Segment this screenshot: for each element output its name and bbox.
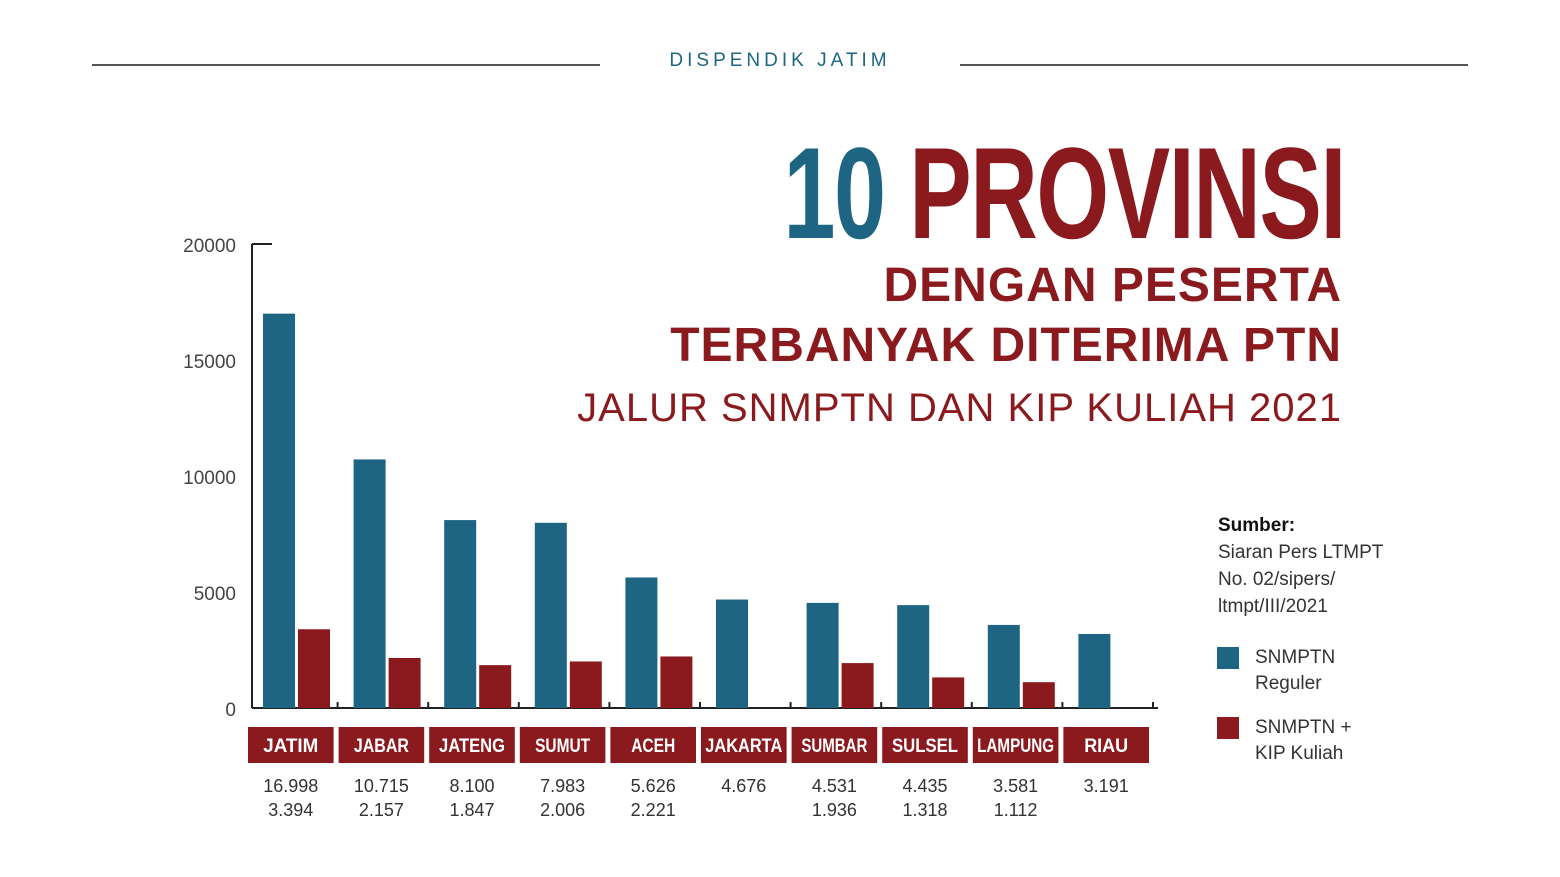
source-label: Sumber: [1218, 515, 1296, 536]
y-tick-label: 5000 [194, 584, 236, 605]
title-word: PROVINSI [909, 120, 1346, 266]
legend-item-kip: SNMPTN + KIP Kuliah [1217, 715, 1352, 767]
bar-kip [298, 629, 330, 708]
category-label: SUMUT [535, 736, 590, 757]
legend-label: Reguler [1255, 673, 1322, 694]
value-label-reguler: 3.191 [1084, 776, 1129, 796]
category-box [1063, 727, 1149, 763]
legend-swatch-blue [1217, 647, 1239, 669]
bar-reguler [806, 602, 839, 708]
category-box [610, 727, 696, 763]
bar-reguler [897, 605, 930, 708]
bar-kip [660, 656, 693, 708]
value-label-reguler: 10.715 [354, 776, 409, 796]
value-label-reguler: 4.435 [902, 776, 947, 796]
category-label: JATENG [439, 736, 505, 757]
value-label-reguler: 3.581 [993, 776, 1038, 796]
category-label: SUMBAR [801, 736, 867, 757]
legend-label: SNMPTN + [1255, 717, 1352, 738]
title-line3: TERBANYAK DITERIMA PTN [670, 319, 1342, 372]
title-main: 10 PROVINSI [783, 128, 1346, 258]
category-box [248, 727, 334, 763]
bar-kip [1022, 682, 1055, 708]
category-label: RIAU [1084, 736, 1128, 757]
title-line4: JALUR SNMPTN DAN KIP KULIAH 2021 [577, 386, 1342, 430]
category-label: JAKARTA [705, 736, 782, 757]
bar-reguler [353, 459, 386, 708]
value-label-kip: 2.006 [540, 800, 585, 820]
bar-reguler [444, 520, 477, 708]
category-box [701, 727, 787, 763]
legend-item-reguler: SNMPTN Reguler [1217, 645, 1335, 697]
title-number: 10 [783, 120, 886, 266]
bar-reguler [987, 624, 1020, 708]
source-line: No. 02/sipers/ [1218, 569, 1336, 590]
source-line: ltmpt/III/2021 [1218, 596, 1328, 617]
value-label-reguler: 5.626 [631, 776, 676, 796]
legend-swatch-red [1217, 717, 1239, 739]
header-rule-right [960, 64, 1468, 66]
brand: DISPENDIK JATIM [669, 50, 891, 71]
value-label-kip: 3.394 [268, 800, 313, 820]
value-label-kip: 2.157 [359, 800, 404, 820]
bar-reguler [1078, 633, 1111, 708]
category-box [791, 727, 878, 763]
bar-kip [479, 665, 512, 708]
bar-reguler [716, 599, 748, 708]
y-tick-label: 20000 [183, 236, 236, 257]
legend-label: SNMPTN [1255, 647, 1336, 668]
value-label-reguler: 7.983 [540, 776, 585, 796]
category-box [882, 727, 968, 763]
category-box [519, 727, 606, 763]
y-tick-label: 15000 [183, 352, 236, 373]
category-label: SULSEL [892, 736, 958, 757]
value-label-kip: 1.112 [994, 800, 1038, 820]
title-line2: DENGAN PESERTA [883, 259, 1342, 312]
category-label: JATIM [263, 736, 318, 757]
category-label: ACEH [631, 736, 675, 757]
source-line: Siaran Pers LTMPT [1218, 542, 1384, 563]
header-rule-left [92, 64, 600, 66]
y-tick-label: 10000 [183, 468, 236, 489]
bar-reguler [534, 522, 567, 708]
bar-kip [841, 663, 874, 708]
category-box [429, 727, 515, 763]
value-label-reguler: 16.998 [263, 776, 318, 796]
y-tick-label: 0 [225, 700, 236, 721]
value-label-reguler: 4.676 [721, 776, 766, 796]
value-label-kip: 1.936 [812, 800, 857, 820]
value-label-kip: 1.318 [902, 800, 947, 820]
value-label-kip: 2.221 [631, 800, 676, 820]
bar-kip [569, 661, 602, 708]
bar-reguler [263, 313, 295, 708]
category-box [972, 727, 1059, 763]
legend-label: KIP Kuliah [1255, 743, 1344, 764]
bar-kip [932, 677, 965, 708]
category-box [338, 727, 425, 763]
category-label: LAMPUNG [977, 736, 1054, 757]
value-label-kip: 1.847 [449, 800, 494, 820]
bar-kip [388, 657, 421, 708]
value-label-reguler: 4.531 [812, 776, 857, 796]
value-label-reguler: 8.100 [449, 776, 494, 796]
source: Sumber: Siaran Pers LTMPT No. 02/sipers/… [1218, 512, 1383, 620]
bar-reguler [625, 577, 658, 708]
category-label: JABAR [354, 736, 409, 757]
